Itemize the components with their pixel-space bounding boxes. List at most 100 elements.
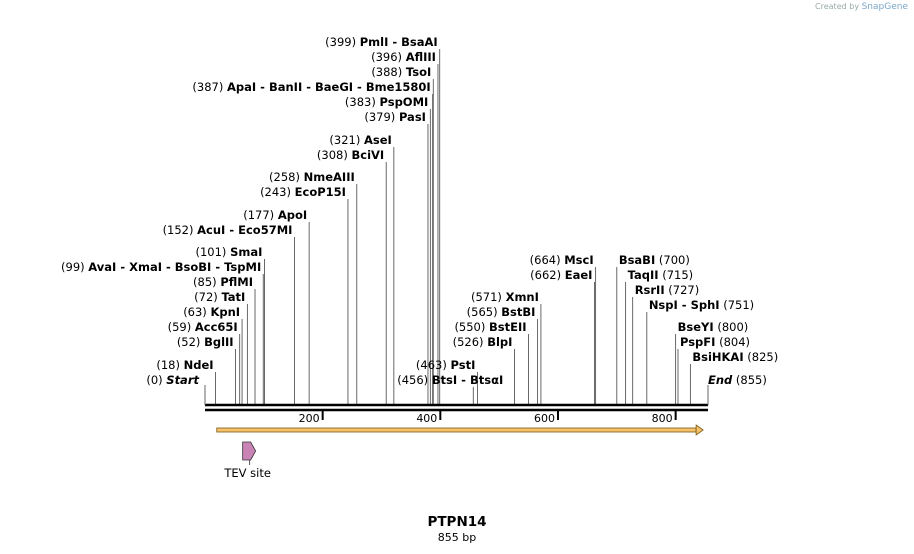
credit-prefix: Created by (815, 2, 860, 11)
cut-site-name: Acc65I (195, 320, 238, 334)
cut-site-position: (825) (744, 350, 779, 364)
cut-site-label: (662) EaeI (530, 268, 592, 282)
snapgene-credit: Created by SnapGene (815, 2, 908, 12)
cut-site-position: (52) (177, 335, 204, 349)
cut-site-name: AflIII (406, 50, 436, 64)
cut-site-label: (456) BtsI - BtsαI (397, 373, 503, 387)
tev-site-label: TEV site (223, 466, 271, 480)
cut-site-name: PmlI - BsaAI (360, 35, 438, 49)
cut-site-position: (463) (416, 358, 451, 372)
cut-site-label: (463) PstI (416, 358, 475, 372)
cut-site-position: (727) (665, 283, 700, 297)
tick-label: 800 (652, 412, 673, 425)
cut-site-label: (379) PasI (364, 110, 426, 124)
cut-site-name: NmeAIII (304, 170, 355, 184)
cut-site-label: BseYI (800) (678, 320, 749, 334)
cut-site-name: TaqII (628, 268, 659, 282)
backbone (204, 385, 709, 412)
cut-site-name: BstBI (501, 305, 535, 319)
cut-site-position: (101) (196, 245, 231, 259)
cut-site-label: (526) BlpI (453, 335, 513, 349)
cut-site-position: (526) (453, 335, 488, 349)
cut-site-name: BsiHKAI (692, 350, 743, 364)
cut-site-label: (85) PflMI (193, 275, 253, 289)
cut-site-name: NdeI (184, 358, 214, 372)
cut-site-name: PflMI (220, 275, 253, 289)
cut-site-name: PspOMI (380, 95, 429, 109)
end-position: (855) (732, 373, 767, 387)
cut-site-label: (383) PspOMI (345, 95, 428, 109)
cut-site-label: (571) XmnI (471, 290, 539, 304)
cut-site-position: (565) (467, 305, 502, 319)
orf-arrow-head (695, 424, 704, 436)
cut-site-name: SmaI (230, 245, 262, 259)
features: TEV site (216, 424, 704, 480)
tick-label: 600 (534, 412, 555, 425)
cut-site-label: (243) EcoP15I (260, 185, 346, 199)
cut-site-position: (63) (183, 305, 210, 319)
tev-site-arrow (242, 441, 257, 461)
cut-site-name: BseYI (678, 320, 714, 334)
cut-site-name: BsaBI (619, 253, 655, 267)
cut-site-name: ApoI (278, 208, 307, 222)
cut-site-position: (388) (371, 65, 406, 79)
cut-site-label: (308) BciVI (317, 148, 384, 162)
cut-site-name: AvaI - XmaI - BsoBI - TspMI (88, 260, 261, 274)
cut-site-labels: (0) Start End (855) (18) NdeI (52) BglII (59… (61, 35, 778, 387)
cut-site-label: RsrII (727) (635, 283, 700, 297)
orf-arrow-body (216, 427, 697, 433)
cut-site-position: (177) (243, 208, 278, 222)
cut-site-position: (379) (364, 110, 399, 124)
cut-site-label: (99) AvaI - XmaI - BsoBI - TspMI (61, 260, 261, 274)
cut-site-label: (565) BstBI (467, 305, 536, 319)
cut-site-position: (804) (715, 335, 750, 349)
cut-site-position: (258) (269, 170, 304, 184)
cut-site-position: (800) (714, 320, 749, 334)
cut-site-name: TsoI (406, 65, 431, 79)
cut-site-position: (399) (325, 35, 360, 49)
cut-site-name: EaeI (565, 268, 593, 282)
cut-site-name: AseI (364, 133, 392, 147)
cut-site-label: (152) AcuI - Eco57MI (163, 223, 293, 237)
cut-site-position: (308) (317, 148, 352, 162)
cut-site-name: PstI (451, 358, 476, 372)
cut-site-name: ApaI - BanII - BaeGI - Bme1580I (227, 80, 431, 94)
cut-site-position: (456) (397, 373, 432, 387)
cut-site-label: PspFI (804) (680, 335, 750, 349)
cut-site-name: EcoP15I (295, 185, 346, 199)
cut-site-position: (387) (192, 80, 227, 94)
cut-site-position: (18) (156, 358, 183, 372)
cut-site-name: BtsI - BtsαI (432, 373, 503, 387)
cut-site-name: BglII (204, 335, 234, 349)
cut-site-position: (85) (193, 275, 220, 289)
cut-site-label: BsiHKAI (825) (692, 350, 778, 364)
cut-site-position: (700) (655, 253, 690, 267)
cut-site-label: (550) BstEII (454, 320, 526, 334)
tick-label: 200 (299, 412, 320, 425)
cut-site-position: (59) (168, 320, 195, 334)
cut-site-name: BlpI (487, 335, 512, 349)
cut-site-position: (550) (454, 320, 489, 334)
cut-site-label: BsaBI (700) (619, 253, 690, 267)
sequence-name: PTPN14 (427, 514, 487, 530)
cut-site-lines (215, 49, 691, 404)
cut-site-position: (571) (471, 290, 506, 304)
cut-site-label: (101) SmaI (196, 245, 263, 259)
cut-site-position: (243) (260, 185, 295, 199)
cut-site-position: (751) (720, 298, 755, 312)
end-name: End (708, 373, 733, 387)
start-name: Start (166, 373, 199, 387)
cut-site-label: (18) NdeI (156, 358, 213, 372)
cut-site-name: PasI (399, 110, 426, 124)
cut-site-name: TatI (221, 290, 245, 304)
start-label: (0) Start (146, 373, 199, 387)
cut-site-label: (664) MscI (530, 253, 594, 267)
cut-site-position: (383) (345, 95, 380, 109)
cut-site-name: BstEII (489, 320, 527, 334)
cut-site-position: (664) (530, 253, 565, 267)
cut-site-label: (72) TatI (194, 290, 245, 304)
start-position: (0) (146, 373, 166, 387)
cut-site-name: NspI - SphI (649, 298, 720, 312)
cut-site-label: (399) PmlI - BsaAI (325, 35, 438, 49)
